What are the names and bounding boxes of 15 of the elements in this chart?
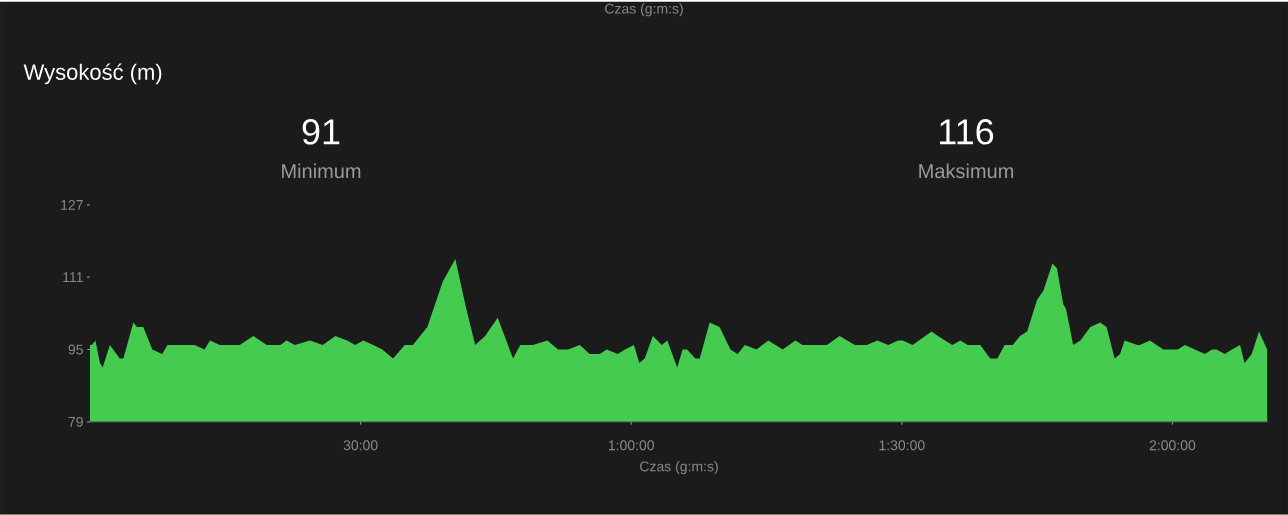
y-tick-label: 127 (61, 200, 83, 210)
x-tick-label: 1:00:00 (608, 440, 654, 451)
y-tick-label: 79 (68, 416, 83, 427)
text: Czas (g:m:s) (605, 3, 683, 17)
text: Minimum (282, 163, 361, 179)
x-tick-label: 1:30:00 (879, 440, 925, 451)
text: 91 (302, 119, 340, 145)
x-tick-label: 2:00:00 (1149, 440, 1196, 451)
x-tick-label: 30:00 (343, 440, 378, 451)
y-tick-label: 95 (68, 344, 83, 355)
y-tick-label: 111 (63, 272, 83, 283)
chart-title: Wysokość (m) (23, 63, 162, 85)
text: Maksimum (919, 163, 1014, 179)
x-axis-title: Czas (g:m:s) (640, 461, 718, 475)
text: 116 (940, 119, 994, 145)
